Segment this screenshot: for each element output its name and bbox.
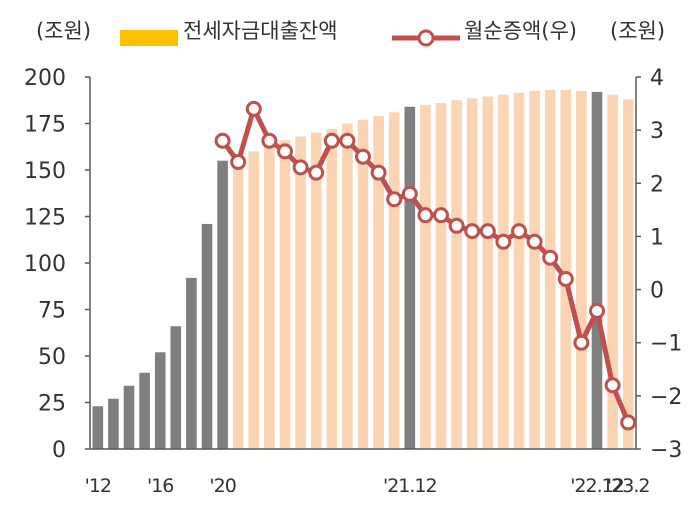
line-point (620, 414, 637, 431)
bar (513, 92, 525, 449)
bar (435, 103, 447, 449)
bar (560, 90, 572, 450)
line-point (214, 132, 231, 149)
bar (357, 119, 369, 449)
line-point (308, 164, 325, 181)
legend-line-swatch (392, 29, 460, 47)
line-point (464, 223, 481, 240)
bar (342, 123, 353, 449)
left-axis-unit: (조원) (36, 19, 91, 43)
line-point (479, 223, 496, 240)
left-tick-label: 100 (24, 252, 66, 277)
right-tick-label: 3 (650, 119, 664, 144)
line-point (433, 207, 449, 224)
right-tick-label: −3 (650, 438, 682, 463)
bar (217, 160, 228, 449)
x-axis-ticks: '12 '16 '20 '21.12 '22.12'23.2 (85, 475, 651, 497)
bar (186, 277, 197, 449)
bar (482, 96, 494, 449)
right-tick-label: 0 (650, 279, 664, 304)
x-tick-label: '22.12 (570, 475, 624, 497)
bar (576, 90, 587, 449)
right-tick-label: 1 (650, 225, 664, 250)
x-tick-label: '21.12 (383, 475, 437, 497)
right-tick-label: 2 (650, 172, 664, 197)
line-point (604, 377, 621, 394)
bar (373, 116, 384, 449)
bar (123, 385, 135, 449)
bar (92, 406, 104, 449)
line-point (245, 100, 262, 117)
legend-bar-swatch (120, 30, 178, 46)
bar (404, 106, 416, 449)
bar (529, 90, 540, 449)
bar (498, 94, 509, 450)
bar (451, 100, 462, 449)
line-point (495, 233, 512, 250)
x-tick-label: '20 (209, 475, 235, 497)
line-point (230, 154, 247, 171)
legend-line-label: 월순증액(우) (464, 19, 577, 43)
bar (170, 326, 182, 449)
line-point (277, 143, 293, 160)
line-point (417, 207, 434, 224)
left-tick-label: 125 (24, 206, 66, 231)
left-tick-label: 25 (38, 392, 66, 417)
line-point (370, 164, 387, 181)
bar (232, 156, 244, 450)
bar-series (92, 90, 634, 450)
left-tick-label: 200 (24, 66, 66, 91)
right-tick-label: −2 (650, 385, 682, 410)
bar (264, 145, 275, 449)
right-axis-ticks: −3 −2 −1 0 1 2 3 4 (636, 66, 682, 463)
legend-bar-label: 전세자금대출잔액 (183, 19, 338, 43)
bar (420, 104, 431, 450)
bar (295, 136, 306, 449)
bar (607, 94, 618, 450)
bar (466, 98, 478, 449)
line-point (557, 270, 574, 287)
left-axis-ticks: 0 25 50 75 100 125 150 175 200 (24, 66, 90, 463)
bar (544, 90, 556, 450)
bar (622, 99, 634, 449)
line-point (511, 223, 527, 240)
right-tick-label: 4 (650, 66, 664, 91)
left-tick-label: 50 (38, 345, 66, 370)
line-point (386, 191, 403, 208)
right-tick-label: −1 (650, 332, 682, 357)
line-point (355, 148, 371, 165)
left-tick-label: 75 (38, 299, 66, 324)
bar (139, 372, 150, 449)
line-point (261, 132, 278, 149)
bar (591, 91, 603, 449)
x-tick-label: '12 (85, 475, 111, 497)
bar (108, 398, 119, 449)
line-point (542, 249, 559, 266)
line-point (323, 132, 340, 149)
line-point (339, 132, 356, 149)
x-tick-label: '23.2 (607, 475, 650, 497)
right-axis-unit: (조원) (610, 19, 665, 43)
left-tick-label: 150 (24, 159, 66, 184)
x-tick-label: '16 (147, 475, 173, 497)
bar (388, 112, 400, 449)
line-series (214, 100, 637, 431)
bar (326, 129, 338, 449)
line-point (526, 233, 543, 250)
left-tick-label: 175 (24, 113, 66, 138)
bar (310, 132, 322, 450)
line-point (401, 185, 418, 202)
line-point (292, 159, 309, 176)
left-tick-label: 0 (52, 438, 66, 463)
line-point (589, 302, 605, 319)
bar (279, 140, 291, 450)
line-point (448, 217, 465, 234)
line-point (573, 334, 590, 351)
bar (154, 352, 166, 449)
bar (248, 151, 260, 449)
bar (201, 223, 213, 449)
